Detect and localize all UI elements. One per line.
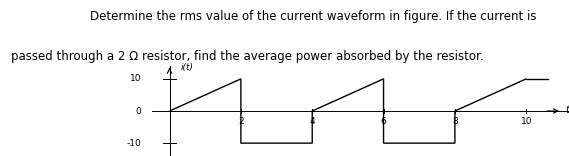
Text: 0: 0 (135, 107, 141, 115)
Text: 8: 8 (452, 117, 457, 126)
Text: t: t (566, 105, 569, 115)
Text: 6: 6 (381, 117, 386, 126)
Text: -10: -10 (126, 139, 141, 148)
Text: i(t): i(t) (180, 63, 193, 72)
Text: 2: 2 (238, 117, 244, 126)
Text: passed through a 2 Ω resistor, find the average power absorbed by the resistor.: passed through a 2 Ω resistor, find the … (11, 50, 484, 63)
Text: Determine the rms value of the current waveform in figure. If the current is: Determine the rms value of the current w… (90, 10, 536, 23)
Text: 10: 10 (130, 74, 141, 83)
Text: 4: 4 (310, 117, 315, 126)
Text: 10: 10 (521, 117, 532, 126)
